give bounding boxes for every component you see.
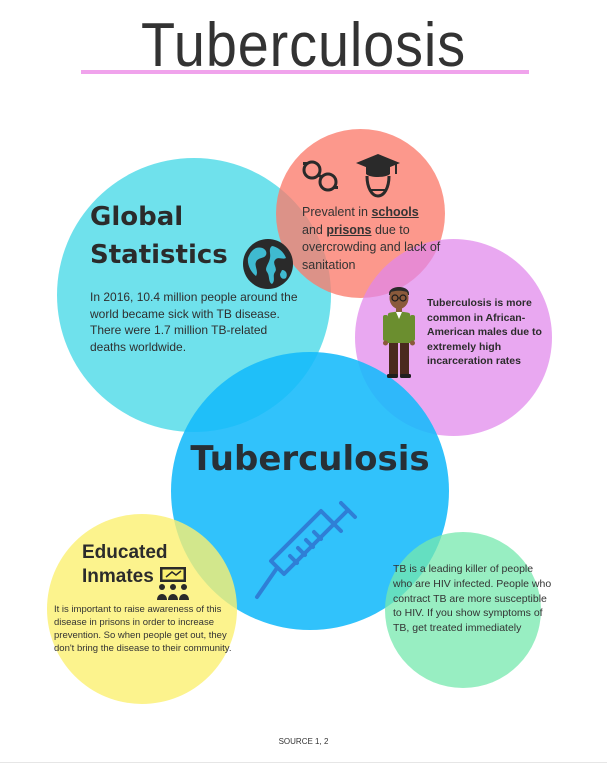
bottom-divider: [0, 762, 607, 763]
educated-inmates-text: It is important to raise awareness of th…: [54, 604, 232, 654]
hiv-circle: [385, 532, 541, 688]
syringe-icon: [254, 498, 360, 602]
man-icon: [382, 281, 416, 379]
global-heading-line2: Statistics: [90, 240, 228, 270]
global-statistics-text: In 2016, 10.4 million people around the …: [90, 290, 298, 354]
global-heading-line1: Global: [90, 202, 184, 232]
educated-heading-line2: Inmates: [82, 566, 154, 587]
schools-prefix: Prevalent in: [302, 205, 372, 219]
schools-prisons-text: Prevalent in schools and prisons due to …: [302, 204, 444, 274]
educated-heading-line1: Educated: [82, 542, 168, 563]
source-note: SOURCE 1, 2: [278, 737, 329, 746]
globe-icon: [242, 238, 294, 290]
hiv-text: TB is a leading killer of people who are…: [393, 563, 552, 635]
classroom-icon: [156, 566, 190, 602]
schools-suffix: due to overcrowding and lack of sanitati…: [302, 222, 441, 272]
prisons-link-text: prisons: [326, 222, 372, 237]
schools-and: and: [302, 222, 327, 237]
page-title: Tuberculosis: [140, 11, 467, 80]
center-heading: Tuberculosis: [190, 439, 430, 479]
educated-inmates-heading: Educated Inmates: [82, 541, 182, 589]
african-american-text: Tuberculosis is more common in African-A…: [427, 297, 542, 367]
global-statistics-heading: Global Statistics: [90, 198, 290, 274]
title-underline: [81, 70, 529, 74]
schools-link-text: schools: [371, 205, 419, 219]
graduate-icon: [354, 152, 402, 198]
educated-inmates-circle: [47, 514, 237, 704]
handcuffs-icon: [300, 158, 342, 194]
